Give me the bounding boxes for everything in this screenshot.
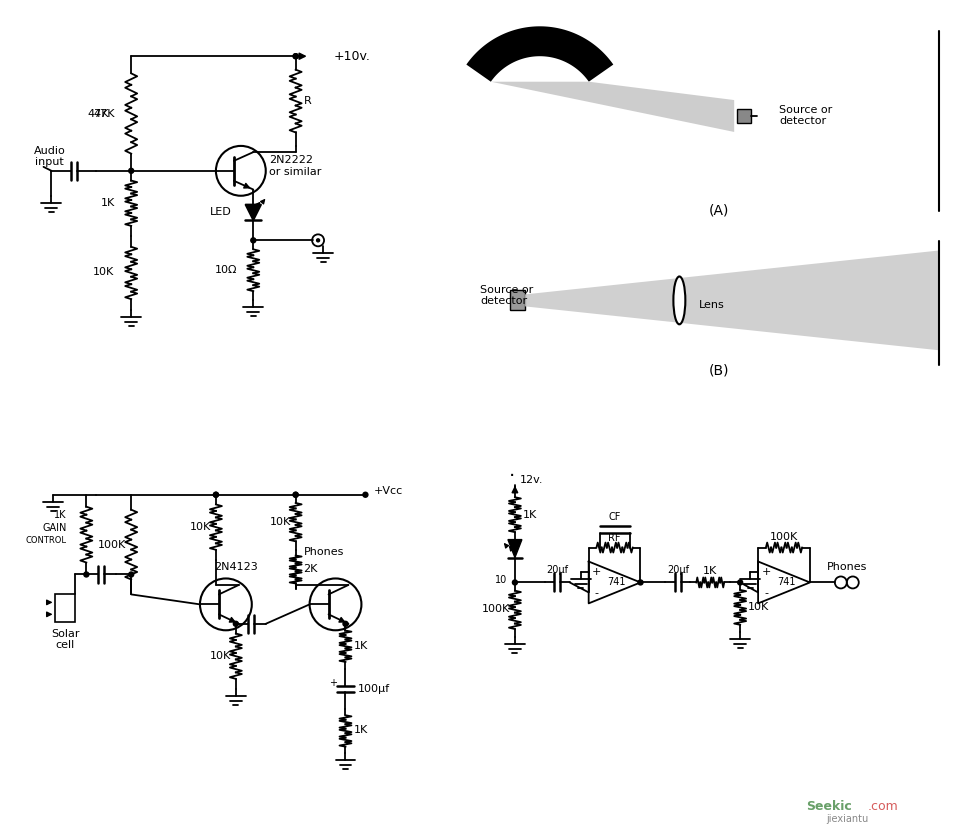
Text: Seekic: Seekic (806, 800, 852, 813)
Circle shape (343, 621, 348, 626)
Text: (A): (A) (710, 203, 729, 218)
Circle shape (84, 572, 89, 577)
Text: 47K: 47K (94, 108, 116, 118)
Text: 741: 741 (777, 577, 795, 587)
Text: GAIN: GAIN (42, 523, 67, 533)
Text: 12v.: 12v. (520, 475, 543, 485)
Bar (56, 595, 75, 622)
Text: .com: .com (867, 800, 899, 813)
Circle shape (317, 239, 319, 242)
Text: input: input (35, 157, 64, 167)
Text: CONTROL: CONTROL (25, 536, 67, 545)
Text: 20μf: 20μf (666, 565, 689, 575)
Polygon shape (525, 250, 939, 350)
Circle shape (293, 53, 298, 58)
Text: cell: cell (56, 641, 75, 651)
Text: CF: CF (609, 512, 620, 521)
Text: 2K: 2K (304, 565, 318, 575)
Circle shape (638, 580, 643, 585)
Text: RF: RF (609, 533, 621, 543)
Text: 10K: 10K (190, 521, 211, 531)
Text: 100μf: 100μf (358, 684, 390, 694)
Circle shape (293, 492, 298, 497)
Text: detector: detector (779, 116, 826, 126)
Text: 2N2222
or similar: 2N2222 or similar (269, 155, 321, 177)
Bar (510, 290, 525, 310)
Text: 100K: 100K (482, 605, 510, 615)
Circle shape (363, 492, 368, 497)
Text: 10K: 10K (270, 516, 291, 526)
Text: -: - (764, 588, 768, 598)
Text: 2N4123: 2N4123 (214, 561, 258, 571)
Text: +Vcc: +Vcc (373, 485, 403, 495)
Circle shape (251, 238, 256, 243)
Text: Source or: Source or (779, 105, 832, 115)
Text: 47K: 47K (88, 108, 110, 118)
Text: 1K: 1K (354, 641, 368, 651)
Circle shape (293, 492, 298, 497)
Text: 10K: 10K (210, 651, 231, 661)
Text: 1K: 1K (101, 198, 116, 208)
Text: Phones: Phones (826, 562, 867, 572)
Text: 10: 10 (495, 575, 507, 585)
Polygon shape (491, 82, 734, 132)
Text: Audio: Audio (33, 146, 66, 156)
Text: (B): (B) (709, 363, 729, 377)
Text: 1K: 1K (703, 566, 717, 576)
Circle shape (233, 621, 238, 626)
Polygon shape (466, 27, 613, 82)
Text: +: + (592, 567, 602, 577)
Text: 10K: 10K (93, 268, 115, 278)
Text: 100K: 100K (98, 540, 126, 550)
Text: Lens: Lens (700, 300, 725, 310)
Text: 10Ω: 10Ω (215, 265, 237, 275)
Text: Phones: Phones (304, 546, 344, 556)
Circle shape (214, 492, 219, 497)
Circle shape (214, 492, 219, 497)
Text: detector: detector (480, 296, 527, 306)
Text: +10v.: +10v. (333, 50, 370, 63)
Text: .: . (509, 461, 515, 480)
Text: jiexiantu: jiexiantu (827, 814, 869, 824)
Circle shape (128, 572, 133, 577)
Polygon shape (508, 540, 522, 558)
Text: 1K: 1K (523, 510, 537, 520)
Circle shape (738, 580, 743, 585)
Text: 1K: 1K (54, 510, 67, 520)
Text: 1K: 1K (354, 726, 368, 736)
Text: Solar: Solar (51, 630, 79, 640)
Text: 100K: 100K (770, 531, 798, 541)
Text: LED: LED (210, 208, 231, 218)
Bar (737, 109, 751, 123)
Circle shape (293, 53, 298, 58)
Text: 20μf: 20μf (546, 565, 568, 575)
Text: -: - (595, 588, 599, 598)
Polygon shape (245, 204, 262, 220)
Circle shape (128, 168, 133, 173)
Text: 10K: 10K (748, 602, 769, 612)
Text: 741: 741 (608, 577, 626, 587)
Text: +: + (761, 567, 770, 577)
Text: Source or: Source or (480, 285, 533, 295)
Circle shape (513, 580, 517, 585)
Ellipse shape (673, 276, 685, 324)
Text: +: + (329, 677, 337, 687)
Text: R: R (304, 96, 312, 106)
